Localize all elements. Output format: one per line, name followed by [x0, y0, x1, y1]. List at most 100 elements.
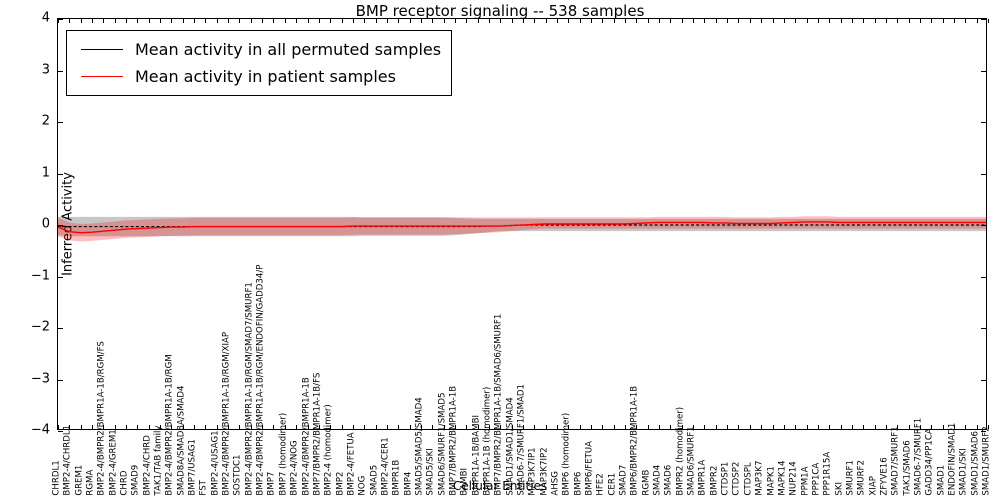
y-tick-label: 3 — [41, 62, 50, 77]
x-tick-mark — [817, 19, 819, 23]
x-tick-mark — [681, 425, 683, 429]
x-tick-label: BMP2-4/BMPR2/BMPR1A-1B/RGM/XIAP — [221, 332, 232, 496]
y-tick-mark — [58, 328, 63, 329]
x-tick-mark — [738, 19, 740, 23]
x-tick-mark — [727, 425, 729, 429]
x-tick-mark — [840, 19, 842, 23]
x-tick-mark — [92, 425, 94, 429]
y-tick-mark — [58, 225, 63, 226]
x-tick-mark — [443, 19, 445, 23]
x-tick-mark — [863, 19, 865, 23]
x-tick-mark — [511, 19, 513, 23]
x-tick-mark — [205, 425, 207, 429]
x-tick-mark — [194, 425, 196, 429]
x-tick-mark — [69, 19, 71, 23]
x-axis-label: Cellular Entities — [452, 479, 548, 493]
legend-label-patient: Mean activity in patient samples — [135, 67, 396, 86]
x-tick-mark — [330, 19, 332, 23]
x-tick-mark — [738, 425, 740, 429]
x-tick-mark — [228, 425, 230, 429]
x-tick-mark — [409, 19, 411, 23]
x-tick-mark — [976, 425, 978, 429]
x-tick-mark — [965, 19, 967, 23]
x-tick-mark — [885, 425, 887, 429]
x-tick-mark — [806, 19, 808, 23]
x-tick-mark — [341, 425, 343, 429]
x-tick-mark — [364, 425, 366, 429]
x-tick-mark — [795, 19, 797, 23]
x-tick-mark — [114, 425, 116, 429]
x-tick-mark — [568, 19, 570, 23]
x-tick-mark — [103, 425, 105, 429]
x-tick-mark — [420, 19, 422, 23]
x-tick-mark — [500, 425, 502, 429]
y-tick-label: −2 — [30, 319, 50, 335]
x-tick-mark — [647, 425, 649, 429]
x-tick-mark — [908, 19, 910, 23]
x-tick-mark — [829, 19, 831, 23]
x-tick-mark — [545, 425, 547, 429]
x-tick-mark — [953, 19, 955, 23]
x-tick-mark — [829, 425, 831, 429]
x-tick-mark — [307, 19, 309, 23]
x-tick-mark — [69, 425, 71, 429]
y-tick-mark — [58, 70, 63, 72]
x-tick-mark — [58, 425, 59, 429]
x-tick-mark — [647, 19, 649, 23]
x-tick-mark — [284, 425, 286, 429]
x-tick-mark — [250, 19, 252, 23]
x-tick-mark — [579, 19, 581, 23]
y-tick-label: −1 — [30, 268, 50, 283]
x-tick-mark — [806, 425, 808, 429]
x-tick-mark — [466, 425, 468, 429]
x-tick-mark — [783, 425, 785, 429]
x-tick-mark — [307, 425, 309, 429]
x-tick-mark — [795, 425, 797, 429]
x-tick-mark — [976, 19, 978, 23]
x-tick-mark — [988, 19, 989, 23]
x-tick-label: BMP7/BMPR2/BMPR1A-1B/SMAD6/SMURF1 — [493, 314, 504, 496]
y-tick-label: 1 — [41, 165, 50, 180]
x-tick-label: BMP2-4/BMPR2/BMPR1A-1B/RGM/ENDOFIN/GADD3… — [255, 265, 266, 496]
x-tick-mark — [228, 19, 230, 23]
x-tick-mark — [557, 425, 559, 429]
x-tick-mark — [715, 19, 717, 23]
x-tick-mark — [126, 19, 128, 23]
x-tick-mark — [670, 425, 672, 429]
x-tick-mark — [273, 425, 275, 429]
x-tick-mark — [919, 19, 921, 23]
x-tick-mark — [761, 425, 763, 429]
x-tick-mark — [273, 19, 275, 23]
x-tick-mark — [693, 19, 695, 23]
y-tick-label: −3 — [30, 371, 50, 386]
x-tick-mark — [625, 425, 627, 429]
x-tick-mark — [171, 19, 173, 23]
x-tick-mark — [953, 425, 955, 429]
x-tick-mark — [659, 19, 661, 23]
x-tick-mark — [364, 19, 366, 23]
confidence-band — [58, 216, 986, 237]
x-tick-mark — [466, 19, 468, 23]
x-tick-mark — [523, 425, 524, 429]
x-tick-mark — [443, 425, 445, 429]
x-tick-mark — [670, 19, 672, 23]
x-tick-mark — [160, 19, 162, 23]
x-tick-mark — [761, 19, 763, 23]
x-tick-mark — [386, 19, 388, 23]
x-tick-mark — [568, 425, 570, 429]
x-tick-mark — [216, 19, 218, 23]
y-tick-mark — [58, 431, 63, 432]
x-tick-mark — [965, 425, 967, 429]
x-tick-mark — [239, 19, 241, 23]
x-tick-mark — [659, 425, 661, 429]
y-tick-mark — [981, 122, 986, 123]
x-tick-mark — [92, 19, 94, 23]
x-tick-mark — [851, 19, 853, 23]
x-tick-mark — [511, 425, 513, 429]
chart-canvas — [57, 216, 986, 242]
x-tick-mark — [477, 425, 479, 429]
y-tick-mark — [981, 328, 986, 329]
y-tick-label: 4 — [41, 10, 50, 26]
x-tick-mark — [817, 425, 819, 429]
